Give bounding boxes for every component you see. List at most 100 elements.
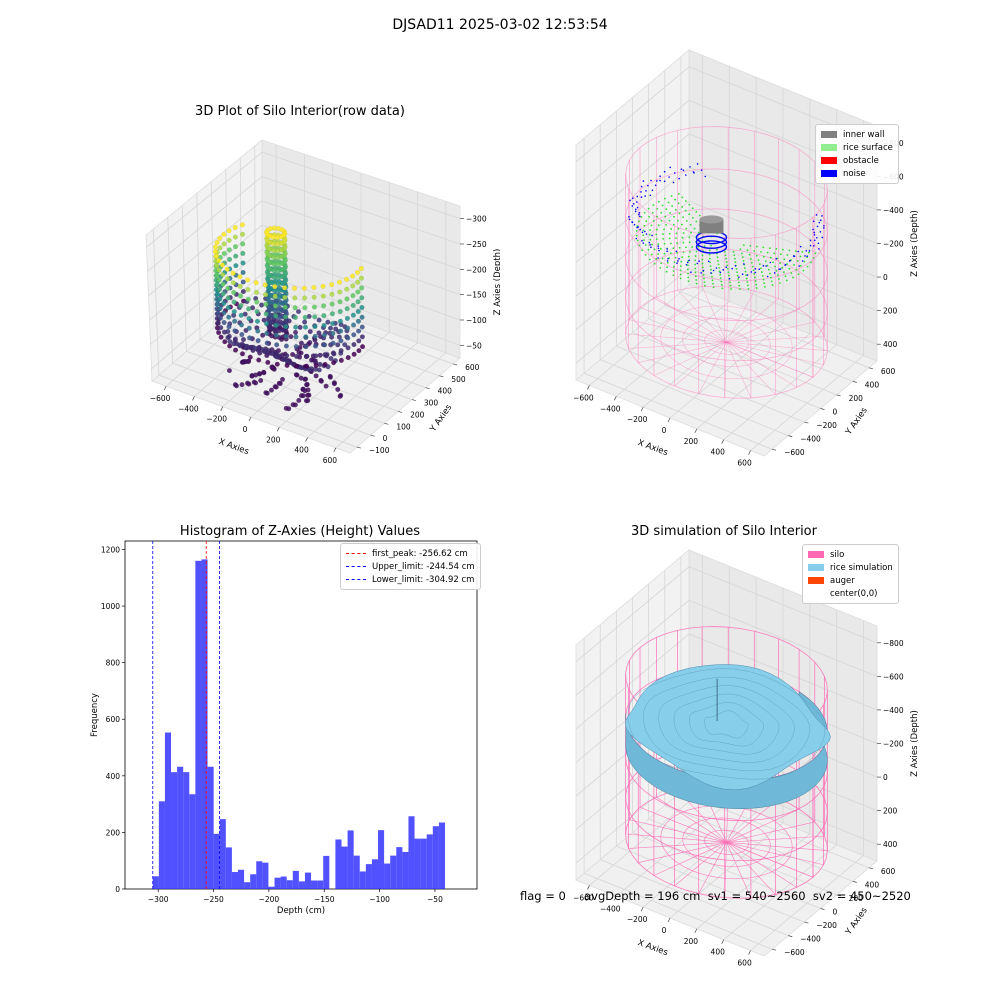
scatter-point [355,289,361,295]
histogram-bar [292,870,299,889]
rice-surface-point [650,253,653,256]
z-tick-label: −600 [883,672,904,681]
rice-surface-point [689,223,692,226]
rice-surface-point [643,224,646,227]
rice-surface-point [757,259,760,262]
silo-spoke [726,321,815,343]
scatter-point [355,279,361,285]
noise-point [628,216,630,218]
silo-spoke [726,298,779,343]
rice-surface-point [725,261,728,263]
silo-floor-ring [682,817,771,867]
scatter-point [294,363,300,369]
rice-surface-point [716,256,719,259]
scatter-point [323,383,329,389]
scatter-point [271,267,277,273]
noise-point [650,246,652,248]
legend-item-rice-surface: rice surface [821,141,893,154]
scatter-point [330,321,336,327]
noise-point [758,268,761,271]
rice-surface-point [641,249,644,252]
noise-point [798,265,800,267]
rice-surface-point [740,252,743,255]
grid-line [261,200,461,270]
rice-surface-point [749,244,752,247]
scatter-point [273,313,279,319]
scatter-point [239,382,245,388]
scatter-point [307,329,313,335]
y-tick-label: 300 [424,399,439,408]
histogram-bar [286,880,293,889]
histogram-bar [359,871,366,889]
rice-surface-point [663,252,666,255]
rice-surface-point [652,220,655,222]
rice-surface-point [783,258,786,261]
rice-surface-point [786,254,789,256]
scatter-point [230,270,236,276]
silo-spoke [628,342,727,349]
histogram-bar [408,816,415,889]
rice-surface-point [644,244,647,246]
silo-spoke [629,319,727,343]
rice-surface-point [657,243,660,246]
y-tick [384,422,389,425]
noise-point [804,255,806,257]
legend-item-rice-simulation: rice simulation [808,561,893,574]
rice-surface-point [766,251,769,254]
rice-surface-point [694,259,697,262]
rice-surface-point [653,248,656,251]
scatter-point [356,338,362,344]
x-tick-label: 400 [711,948,726,957]
rice-surface-point [670,228,673,230]
histogram-bar [335,839,342,889]
rice-surface-point [697,231,700,234]
noise-point [792,255,795,257]
y-tick [852,381,857,383]
noise-point [635,237,638,240]
noise-point [696,262,699,265]
rice-surface-point [698,214,701,217]
y-tick [804,421,809,424]
x-tick-label: 600 [737,959,752,968]
scatter-point [356,328,362,334]
rice-surface-point [732,250,735,253]
grid-line [261,176,461,245]
histogram-bar [256,861,263,889]
noise-point [637,226,639,228]
scatter-point [329,301,335,307]
rice-surface-point [673,215,675,218]
scatter-point [232,328,238,334]
inner-wall-block [699,219,724,234]
panel2-silo-wireframe [625,126,828,399]
noise-point [750,271,753,273]
scatter-point [272,327,278,333]
rice-surface-point [669,242,672,245]
y-tick [820,908,825,910]
y-tick-label: 600 [465,363,480,372]
scatter-point [295,309,302,315]
rice-surface-point [708,249,711,252]
grid-line [575,167,690,263]
rice-surface-point [710,244,712,247]
y-tick [788,935,793,937]
rice-surface-point [681,196,684,199]
rice-surface-point [657,253,660,255]
grid-line [335,352,447,449]
rice-surface-point [763,282,766,285]
x-tick-label: −400 [600,404,621,413]
scatter-point [272,293,278,299]
scatter-point [274,351,280,358]
scatter-point [269,351,275,357]
rice-surface-point [709,265,712,267]
upper-limit-line-swatch [346,566,366,567]
scatter-point [302,319,308,325]
scatter-point [213,253,219,259]
scatter-point [247,344,253,351]
grid-line [688,633,878,711]
scatter-point [240,337,247,343]
silo-spoke [701,286,727,343]
legend-item-lower-limit: Lower_limit: -304.92 cm [346,573,475,586]
rice-surface-point [719,273,722,276]
silo-spoke [674,342,727,387]
rice-surface-point [717,259,719,262]
